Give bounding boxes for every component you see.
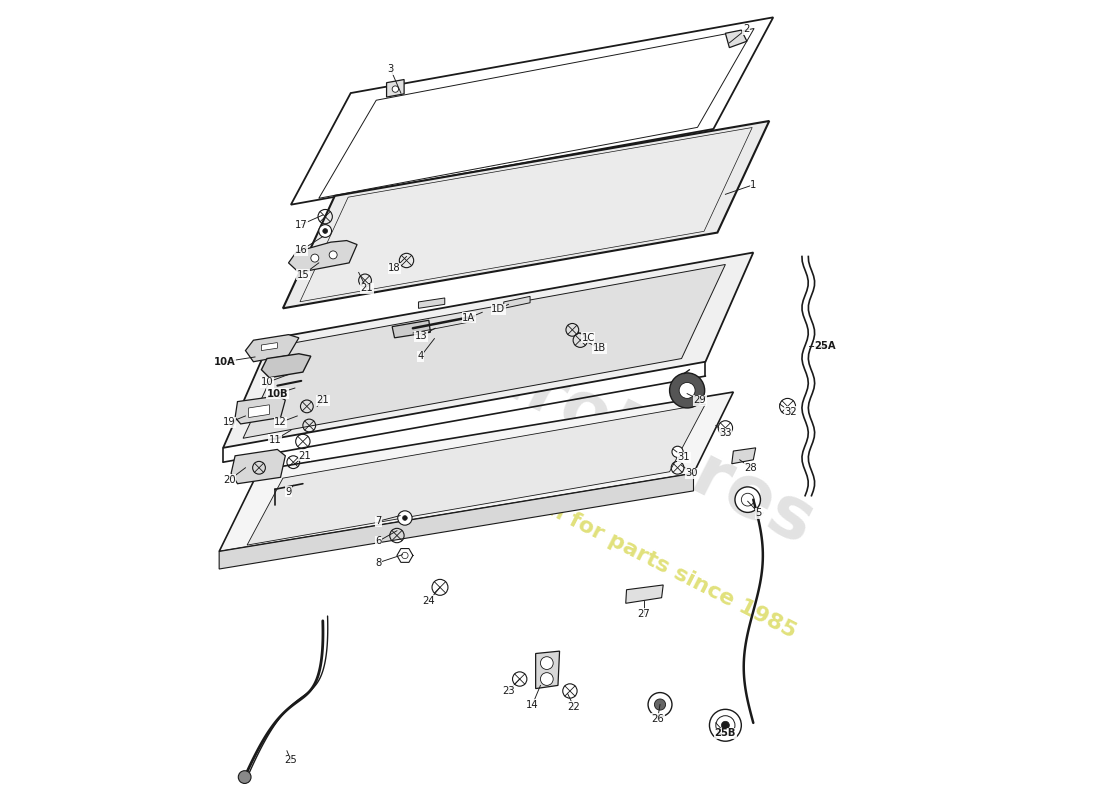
Text: 4: 4	[418, 351, 424, 361]
Text: 21: 21	[317, 395, 329, 405]
Circle shape	[670, 373, 705, 408]
Circle shape	[329, 251, 337, 259]
Text: 21: 21	[298, 451, 311, 461]
Polygon shape	[243, 265, 725, 438]
Circle shape	[540, 673, 553, 686]
Text: 25B: 25B	[715, 728, 736, 738]
Circle shape	[403, 515, 407, 520]
Text: 30: 30	[685, 468, 698, 478]
Text: 26: 26	[651, 714, 664, 724]
Circle shape	[648, 693, 672, 717]
Circle shape	[319, 225, 331, 238]
Text: a passion for parts since 1985: a passion for parts since 1985	[452, 453, 799, 642]
Circle shape	[402, 552, 408, 558]
Polygon shape	[290, 18, 773, 205]
Text: 6: 6	[375, 536, 382, 546]
Text: 21: 21	[361, 283, 373, 294]
Text: 10B: 10B	[266, 389, 288, 398]
Polygon shape	[319, 29, 755, 198]
Text: 13: 13	[415, 331, 427, 342]
Polygon shape	[288, 241, 358, 273]
Polygon shape	[262, 354, 311, 378]
Polygon shape	[392, 320, 430, 338]
Circle shape	[311, 254, 319, 262]
Text: 3: 3	[387, 64, 394, 74]
Polygon shape	[283, 121, 769, 308]
Text: 15: 15	[297, 270, 309, 280]
Text: 22: 22	[568, 702, 581, 712]
Text: 8: 8	[375, 558, 382, 568]
Polygon shape	[249, 405, 270, 418]
Text: 28: 28	[745, 462, 757, 473]
Text: 31: 31	[678, 452, 690, 462]
Text: 1: 1	[750, 180, 757, 190]
Text: 9: 9	[285, 486, 292, 497]
Text: 10A: 10A	[213, 357, 235, 366]
Polygon shape	[235, 396, 285, 424]
Polygon shape	[732, 448, 756, 464]
Text: 17: 17	[295, 220, 308, 230]
Polygon shape	[386, 79, 404, 97]
Text: 2: 2	[742, 24, 749, 34]
Text: 25: 25	[285, 755, 297, 766]
Circle shape	[710, 710, 741, 742]
Circle shape	[679, 382, 695, 398]
Text: 20: 20	[223, 474, 235, 485]
Polygon shape	[219, 392, 734, 551]
Text: 27: 27	[638, 609, 650, 618]
Circle shape	[672, 446, 683, 458]
Text: 12: 12	[274, 418, 287, 427]
Polygon shape	[245, 334, 299, 362]
Text: 11: 11	[268, 435, 282, 445]
Circle shape	[540, 657, 553, 670]
Text: 19: 19	[223, 418, 235, 427]
Text: 29: 29	[693, 395, 706, 405]
Polygon shape	[536, 651, 560, 689]
Text: 1A: 1A	[462, 313, 475, 323]
Polygon shape	[418, 298, 444, 308]
Polygon shape	[219, 474, 693, 569]
Text: 25A: 25A	[814, 341, 836, 350]
Polygon shape	[248, 404, 705, 545]
Polygon shape	[504, 296, 530, 308]
Polygon shape	[626, 585, 663, 603]
Circle shape	[722, 722, 729, 730]
Text: 1D: 1D	[491, 304, 505, 314]
Text: 23: 23	[503, 686, 515, 696]
Text: 18: 18	[388, 263, 400, 274]
Circle shape	[392, 86, 398, 92]
Circle shape	[322, 229, 328, 234]
Text: 16: 16	[295, 245, 308, 255]
Text: 32: 32	[784, 407, 798, 417]
Circle shape	[741, 494, 755, 506]
Circle shape	[735, 487, 760, 513]
Text: 33: 33	[719, 429, 732, 438]
Text: 14: 14	[526, 699, 539, 710]
Text: 1B: 1B	[593, 343, 606, 353]
Polygon shape	[231, 450, 285, 484]
Polygon shape	[262, 342, 277, 350]
Text: 10: 10	[261, 378, 273, 387]
Text: euroPares: euroPares	[426, 311, 825, 560]
Circle shape	[398, 511, 412, 525]
Polygon shape	[725, 30, 747, 48]
Polygon shape	[223, 253, 754, 448]
Text: 5: 5	[756, 508, 762, 518]
Text: 24: 24	[422, 596, 436, 606]
Circle shape	[239, 770, 251, 783]
Text: 7: 7	[375, 516, 382, 526]
Text: 1C: 1C	[582, 333, 595, 343]
Circle shape	[654, 699, 666, 710]
